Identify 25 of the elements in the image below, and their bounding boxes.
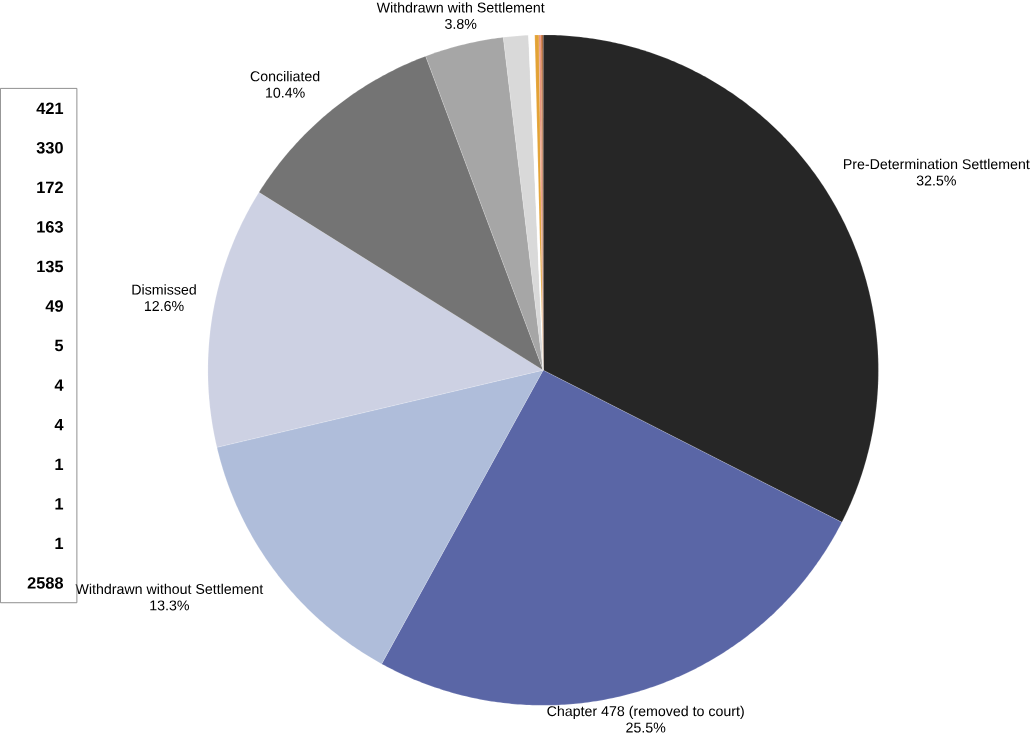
text: 49 bbox=[45, 300, 63, 312]
text: 1 bbox=[55, 458, 64, 471]
slice-label: Withdrawn with Settlement bbox=[376, 2, 545, 13]
text: 172 bbox=[37, 181, 63, 194]
text: 2588 bbox=[27, 577, 64, 589]
slice-label: Withdrawn without Settlement bbox=[75, 583, 264, 595]
text: 421 bbox=[36, 102, 64, 115]
text: 4 bbox=[54, 419, 64, 431]
data-label: 32.5% bbox=[916, 175, 956, 186]
text: 330 bbox=[36, 142, 63, 154]
text: 1 bbox=[55, 537, 64, 550]
data-label: 10.4% bbox=[266, 87, 305, 98]
data-label: 3.8% bbox=[445, 19, 477, 30]
slice-label: Dismissed bbox=[132, 284, 196, 295]
slice-label: Pre-Determination Settlement bbox=[843, 158, 1030, 170]
text: 163 bbox=[37, 221, 63, 233]
text: 135 bbox=[37, 260, 64, 273]
text: 5 bbox=[54, 339, 64, 352]
slice-label: Chapter 478 (removed to court) bbox=[547, 705, 744, 720]
text: 1 bbox=[55, 498, 64, 510]
data-label: 13.3% bbox=[150, 600, 190, 611]
text: 4 bbox=[54, 379, 64, 391]
slice-label: Conciliated bbox=[250, 71, 320, 82]
data-label: 12.6% bbox=[144, 301, 184, 312]
data-label: 25.5% bbox=[626, 722, 666, 733]
